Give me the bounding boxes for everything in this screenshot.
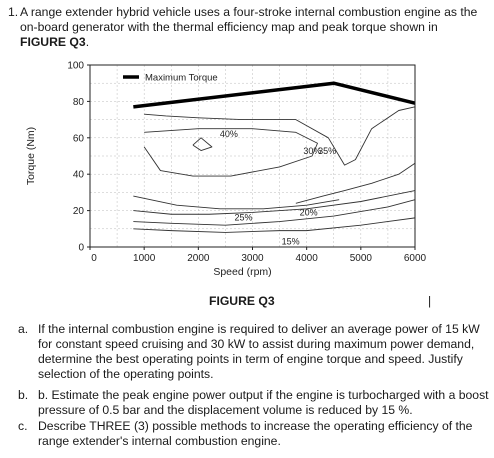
efficiency-contour xyxy=(143,128,318,177)
question-number: 1. xyxy=(8,5,19,19)
efficiency-contour xyxy=(133,190,416,215)
text-cursor: | xyxy=(428,294,432,308)
part-a-label: a. xyxy=(18,322,29,336)
efficiency-map-figure: 40% 35% 30% 25% 20% 15% 0 1000 2000 3000 4000 5000… xyxy=(20,55,450,280)
contour-label: 25% xyxy=(235,212,253,222)
max-torque-line xyxy=(133,81,416,109)
contour-label: 15% xyxy=(282,237,300,247)
x-tick-label: 1000 xyxy=(133,253,156,264)
contour-label: 40% xyxy=(220,129,238,139)
efficiency-contour xyxy=(133,217,416,233)
x-tick-label: 4000 xyxy=(296,253,319,264)
part-c: c. Describe THREE (3) possible methods t… xyxy=(8,419,486,449)
part-b-label: b. xyxy=(18,388,29,402)
legend-label: Maximum Torque xyxy=(145,73,218,84)
y-tick-label: 80 xyxy=(73,97,85,108)
part-c-label: c. xyxy=(18,419,28,433)
efficiency-contour xyxy=(133,195,340,210)
x-tick-label: 0 xyxy=(91,253,97,264)
efficiency-map-chart: 40%35%30%25% 20%15% 0 1000 2000 3000 4000 5000… xyxy=(25,61,427,279)
efficiency-contour xyxy=(144,106,416,166)
part-a: a. If the internal combustion engine is … xyxy=(8,322,486,382)
axes: 0 1000 2000 3000 4000 5000 6000 0 20 40 60 80 100 Spe… xyxy=(25,61,427,279)
question-intro-text: A range extender hybrid vehicle uses a f… xyxy=(20,5,478,34)
y-tick-label: 100 xyxy=(67,61,84,72)
part-b-text: b. Estimate the peak engine power output… xyxy=(38,388,489,417)
figure-caption: FIGURE Q3 xyxy=(209,294,275,308)
x-tick-label: 2000 xyxy=(187,253,210,264)
x-tick-label: 3000 xyxy=(241,253,264,264)
x-tick-label: 6000 xyxy=(404,253,427,264)
y-tick-label: 20 xyxy=(73,206,85,217)
figure-reference: FIGURE Q3 xyxy=(20,35,86,49)
question-period: . xyxy=(85,35,90,49)
contour-label: 30% xyxy=(303,146,321,156)
y-tick-label: 60 xyxy=(73,133,85,144)
y-axis-label: Torque (Nm) xyxy=(25,127,37,185)
y-tick-label: 40 xyxy=(73,170,85,181)
question-intro: A range extender hybrid vehicle uses a f… xyxy=(20,5,486,50)
efficiency-contours: 40% 35%30% 25% 20% 15% xyxy=(133,106,416,247)
y-tick-label: 0 xyxy=(78,243,84,254)
part-a-text: If the internal combustion engine is req… xyxy=(38,322,480,381)
contour-label: 35% xyxy=(318,146,336,156)
legend: Maximum Torque xyxy=(123,73,218,84)
x-tick-label: 5000 xyxy=(350,253,373,264)
efficiency-contour xyxy=(133,199,416,226)
efficiency-contour xyxy=(295,162,416,204)
torque-series xyxy=(133,81,416,109)
part-c-text: Describe THREE (3) possible methods to i… xyxy=(38,419,473,448)
efficiency-contour xyxy=(192,137,213,151)
contour-label: 20% xyxy=(300,208,318,218)
x-axis-label: Speed (rpm) xyxy=(213,266,271,278)
part-b: b. b. Estimate the peak engine power out… xyxy=(8,388,489,418)
